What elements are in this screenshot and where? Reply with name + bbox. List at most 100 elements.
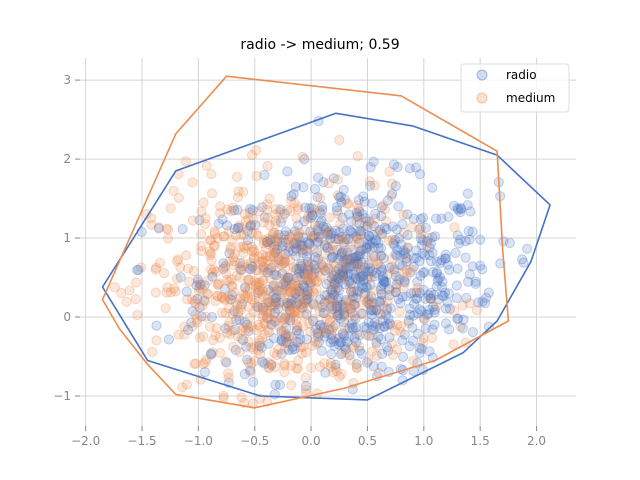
scatter-point-medium — [257, 291, 269, 302]
scatter-point-radio — [280, 237, 291, 248]
scatter-point-radio — [444, 303, 456, 314]
scatter-point-radio — [337, 212, 348, 223]
scatter-point-radio — [370, 321, 381, 332]
scatter-point-radio — [304, 239, 315, 250]
scatter-point-radio — [199, 295, 210, 306]
scatter-point-medium — [234, 272, 245, 283]
scatter-point-medium — [240, 291, 251, 302]
scatter-point-medium — [235, 304, 246, 315]
scatter-point-medium — [384, 285, 396, 297]
scatter-point-radio — [320, 265, 331, 276]
scatter-point-radio — [334, 192, 345, 203]
scatter-point-medium — [372, 319, 383, 330]
scatter-point-medium — [219, 262, 230, 273]
scatter-point-medium — [351, 254, 362, 265]
scatter-point-radio — [436, 213, 447, 224]
scatter-point-radio — [354, 345, 365, 356]
scatter-point-medium — [328, 322, 339, 333]
scatter-point-radio — [339, 341, 350, 352]
scatter-point-radio — [345, 226, 356, 237]
scatter-point-medium — [291, 213, 302, 224]
scatter-point-radio — [277, 268, 288, 279]
scatter-point-radio — [391, 224, 402, 235]
scatter-point-radio — [362, 221, 373, 232]
scatter-point-medium — [245, 366, 256, 377]
scatter-point-medium — [301, 274, 312, 285]
scatter-point-medium — [448, 339, 459, 350]
scatter-point-radio — [302, 268, 313, 279]
scatter-point-medium — [390, 286, 401, 298]
scatter-point-medium — [364, 294, 375, 305]
scatter-point-radio — [182, 324, 194, 335]
scatter-point-radio — [416, 240, 427, 251]
scatter-point-medium — [291, 336, 302, 347]
scatter-point-radio — [364, 230, 375, 242]
scatter-point-radio — [374, 296, 385, 307]
scatter-point-radio — [354, 250, 365, 261]
scatter-point-medium — [281, 332, 292, 343]
scatter-point-radio — [405, 309, 416, 320]
scatter-point-radio — [315, 319, 326, 330]
scatter-point-radio — [297, 244, 308, 256]
scatter-point-medium — [207, 267, 218, 278]
scatter-point-radio — [290, 288, 301, 299]
scatter-point-radio — [303, 260, 314, 272]
scatter-point-radio — [282, 275, 293, 286]
scatter-point-radio — [337, 328, 348, 339]
scatter-point-medium — [291, 288, 302, 299]
scatter-point-radio — [333, 285, 344, 296]
scatter-point-medium — [248, 306, 259, 318]
scatter-point-radio — [269, 247, 280, 258]
scatter-point-medium — [250, 280, 261, 291]
scatter-point-radio — [342, 247, 353, 258]
scatter-point-medium — [290, 306, 301, 317]
scatter-point-radio — [352, 211, 363, 222]
scatter-point-radio — [371, 305, 382, 316]
scatter-point-medium — [238, 241, 249, 252]
scatter-point-medium — [260, 265, 271, 276]
scatter-point-medium — [218, 231, 230, 242]
scatter-point-medium — [336, 299, 347, 310]
scatter-point-medium — [190, 309, 201, 320]
scatter-point-medium — [286, 298, 297, 309]
scatter-point-medium — [224, 317, 235, 328]
scatter-point-radio — [300, 380, 311, 392]
scatter-point-radio — [302, 286, 313, 297]
scatter-point-medium — [255, 349, 266, 360]
scatter-point-medium — [285, 286, 296, 298]
scatter-point-radio — [365, 279, 376, 290]
scatter-point-medium — [223, 291, 234, 302]
scatter-point-medium — [206, 255, 217, 266]
scatter-point-medium — [332, 272, 343, 284]
scatter-point-radio — [384, 318, 395, 329]
scatter-point-radio — [396, 239, 407, 250]
scatter-point-medium — [368, 301, 379, 312]
scatter-point-medium — [386, 254, 397, 265]
scatter-point-radio — [232, 223, 244, 234]
scatter-point-radio — [381, 276, 392, 287]
scatter-point-medium — [270, 246, 281, 257]
scatter-point-medium — [373, 226, 384, 237]
scatter-point-medium — [289, 198, 300, 209]
scatter-point-medium — [246, 321, 257, 332]
scatter-point-radio — [397, 260, 408, 271]
scatter-point-radio — [295, 258, 306, 269]
scatter-point-medium — [367, 330, 378, 341]
scatter-point-medium — [359, 290, 371, 301]
scatter-point-radio — [367, 266, 378, 277]
scatter-point-medium — [342, 306, 353, 317]
legend-marker-medium — [476, 92, 488, 104]
scatter-point-radio — [420, 222, 431, 233]
scatter-point-radio — [291, 243, 302, 254]
scatter-point-radio — [353, 194, 364, 206]
scatter-point-radio — [308, 299, 319, 310]
scatter-points — [109, 116, 533, 409]
scatter-point-medium — [159, 268, 170, 279]
scatter-point-medium — [263, 362, 274, 373]
scatter-point-radio — [219, 283, 230, 295]
scatter-point-medium — [269, 228, 280, 239]
scatter-point-radio — [289, 226, 301, 237]
scatter-point-medium — [177, 382, 188, 393]
x-tick-label: 1.5 — [471, 434, 490, 448]
scatter-point-medium — [291, 320, 302, 331]
